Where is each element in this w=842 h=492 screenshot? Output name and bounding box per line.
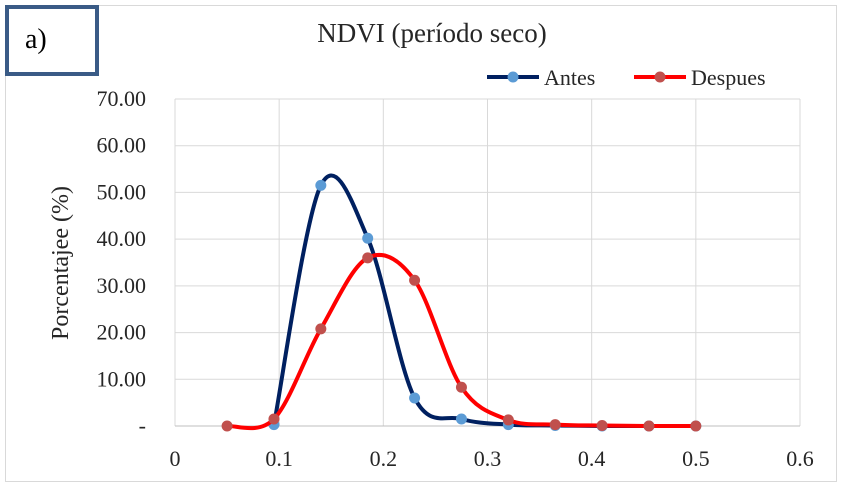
y-tick-label: 20.00 [97,320,147,345]
data-point [596,420,608,432]
data-point [455,413,467,425]
panel-label: a) [25,24,47,55]
data-point [455,381,467,393]
data-point [690,420,702,432]
y-tick-label: 60.00 [97,133,147,158]
y-tick-label: 30.00 [97,273,147,298]
y-tick-label: 10.00 [97,366,147,391]
chart-title: NDVI (período seco) [317,18,546,48]
panel-label-box: a) [5,5,99,76]
chart-area-border [5,5,837,482]
x-tick-label: 0.3 [474,446,502,471]
legend: Antes Despues [487,65,766,90]
x-tick-label: 0.6 [786,446,814,471]
legend-item: Despues [634,65,766,90]
data-point [315,323,327,335]
legend-label: Antes [544,65,595,90]
series-line [225,252,698,431]
legend-item: Antes [487,65,595,90]
x-tick-label: 0.4 [578,446,606,471]
y-tick-label: 70.00 [97,86,147,111]
y-tick-label: 40.00 [97,226,147,251]
data-point [315,179,327,191]
x-tick-label: 0.5 [682,446,710,471]
x-tick-label: 0.2 [370,446,398,471]
legend-marker [507,71,519,83]
data-point [549,419,561,431]
data-point [643,420,655,432]
x-tick-label: 0.1 [265,446,293,471]
legend-label: Despues [691,65,766,90]
data-point [221,420,233,432]
grid [174,98,801,426]
legend-marker [654,71,666,83]
y-axis-title: Porcentajee (%) [48,186,74,340]
series [221,173,702,432]
data-point [362,232,374,244]
y-tick-label: - [139,413,146,438]
axes: - 10.00 20.00 30.00 40.00 50.00 60.00 70.00 0 0.1… [97,86,814,471]
data-point [502,414,514,426]
series-despues [221,252,702,432]
x-tick-label: 0 [170,446,181,471]
data-point [362,252,374,264]
data-point [409,392,421,404]
data-point [268,413,280,425]
y-tick-label: 50.00 [97,179,147,204]
data-point [409,274,421,286]
